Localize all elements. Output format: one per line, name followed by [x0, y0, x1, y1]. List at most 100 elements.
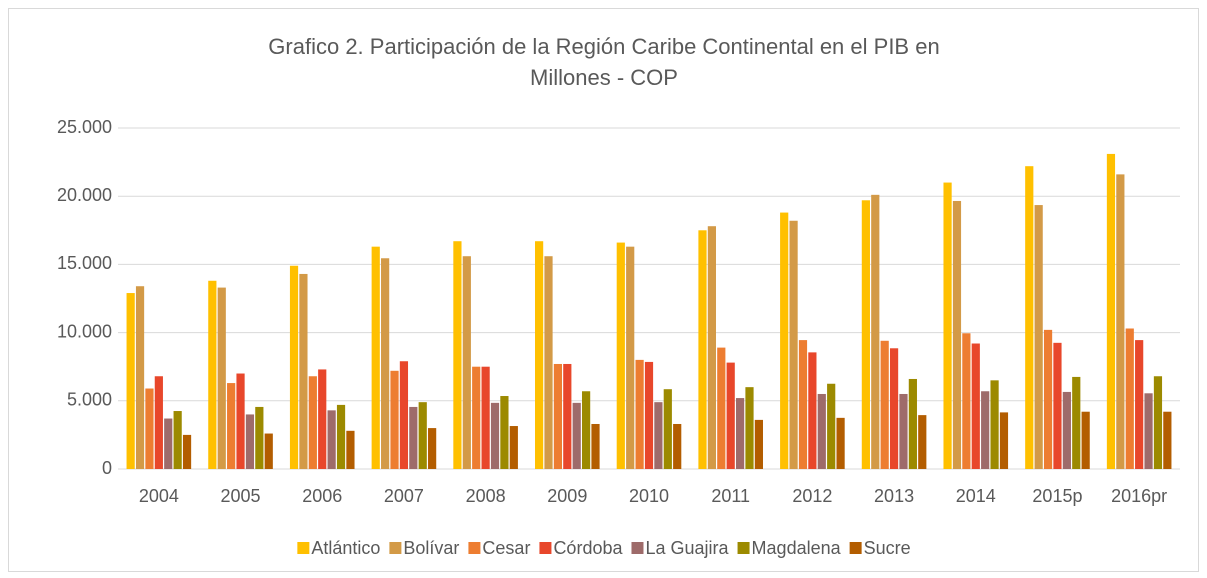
x-tick-label: 2016pr [1111, 486, 1167, 506]
x-tick-label: 2005 [221, 486, 261, 506]
legend-label: Córdoba [553, 538, 623, 558]
bar [418, 402, 427, 469]
bar [1025, 166, 1034, 469]
bar [717, 347, 726, 469]
bar [798, 340, 808, 469]
y-tick-label: 5.000 [67, 390, 112, 410]
bar [544, 256, 553, 469]
bar [371, 246, 380, 469]
bar [453, 241, 462, 469]
bar [1053, 342, 1062, 469]
bar [1043, 329, 1053, 469]
legend-swatch [849, 542, 862, 554]
bar [164, 418, 173, 469]
bar [654, 402, 663, 469]
bar [308, 376, 317, 469]
bar [472, 366, 481, 469]
bar [318, 369, 327, 469]
bar [381, 258, 390, 469]
bar [943, 182, 952, 469]
bar [490, 402, 500, 469]
x-tick-label: 2007 [384, 486, 424, 506]
bar [735, 398, 745, 469]
bar [173, 411, 182, 469]
bar [1062, 391, 1071, 469]
bar [1034, 205, 1043, 470]
bar [698, 230, 707, 469]
bar [918, 415, 927, 469]
bar [390, 370, 399, 469]
bar [780, 212, 789, 469]
x-tick-label: 2014 [956, 486, 996, 506]
bar [462, 256, 471, 469]
bar [1106, 153, 1116, 469]
bar [582, 391, 591, 469]
legend-swatch [631, 542, 644, 554]
legend-swatch [389, 542, 402, 554]
bar [217, 287, 226, 469]
bar [264, 433, 273, 469]
bar [707, 226, 716, 469]
chart-border [8, 8, 1199, 572]
bar [135, 286, 145, 469]
bar [663, 389, 672, 469]
bar [591, 423, 600, 469]
x-tick-label: 2012 [792, 486, 832, 506]
legend-swatch [737, 542, 750, 554]
bar [1135, 340, 1144, 469]
bar [1163, 411, 1172, 469]
bar [1144, 393, 1153, 469]
bar [808, 352, 817, 469]
bar [255, 406, 264, 469]
bar [409, 406, 418, 469]
bar [208, 280, 217, 469]
bar [754, 419, 763, 469]
x-tick-label: 2010 [629, 486, 669, 506]
bar [1116, 174, 1125, 469]
bar [399, 361, 409, 469]
bar [481, 366, 490, 469]
chart-title: Grafico 2. Participación de la Región Ca… [268, 34, 939, 59]
bar [535, 241, 544, 469]
x-tick-label: 2009 [547, 486, 587, 506]
bar [236, 373, 245, 469]
bar [245, 414, 255, 469]
x-tick-label: 2004 [139, 486, 179, 506]
bar [644, 361, 654, 469]
bar [990, 380, 999, 469]
y-tick-label: 20.000 [57, 185, 112, 205]
bar [616, 242, 625, 469]
bar [227, 383, 236, 469]
bar [1072, 376, 1081, 469]
bar [962, 333, 971, 469]
bar [182, 434, 192, 469]
bar [789, 220, 798, 469]
bar [635, 359, 644, 469]
legend-swatch [297, 542, 310, 554]
bar [952, 200, 962, 469]
bar [1081, 411, 1090, 469]
bar [1125, 328, 1134, 469]
bar [572, 402, 581, 469]
legend-label: Atlántico [311, 538, 380, 558]
bar [126, 293, 135, 469]
chart-title: Millones - COP [530, 65, 678, 90]
bar [971, 343, 980, 469]
bar [908, 378, 917, 469]
legend-label: Cesar [482, 538, 530, 558]
x-tick-label: 2011 [711, 486, 750, 506]
y-tick-label: 15.000 [57, 253, 112, 273]
bar [553, 363, 563, 469]
bar [346, 430, 355, 469]
x-tick-label: 2015p [1032, 486, 1082, 506]
bar [726, 362, 735, 469]
bar [981, 391, 990, 469]
bar [145, 388, 154, 469]
bar [899, 393, 908, 469]
bar [861, 200, 870, 470]
bar [626, 246, 635, 469]
legend-label: La Guajira [645, 538, 729, 558]
bar [563, 363, 572, 469]
bar [999, 412, 1009, 469]
